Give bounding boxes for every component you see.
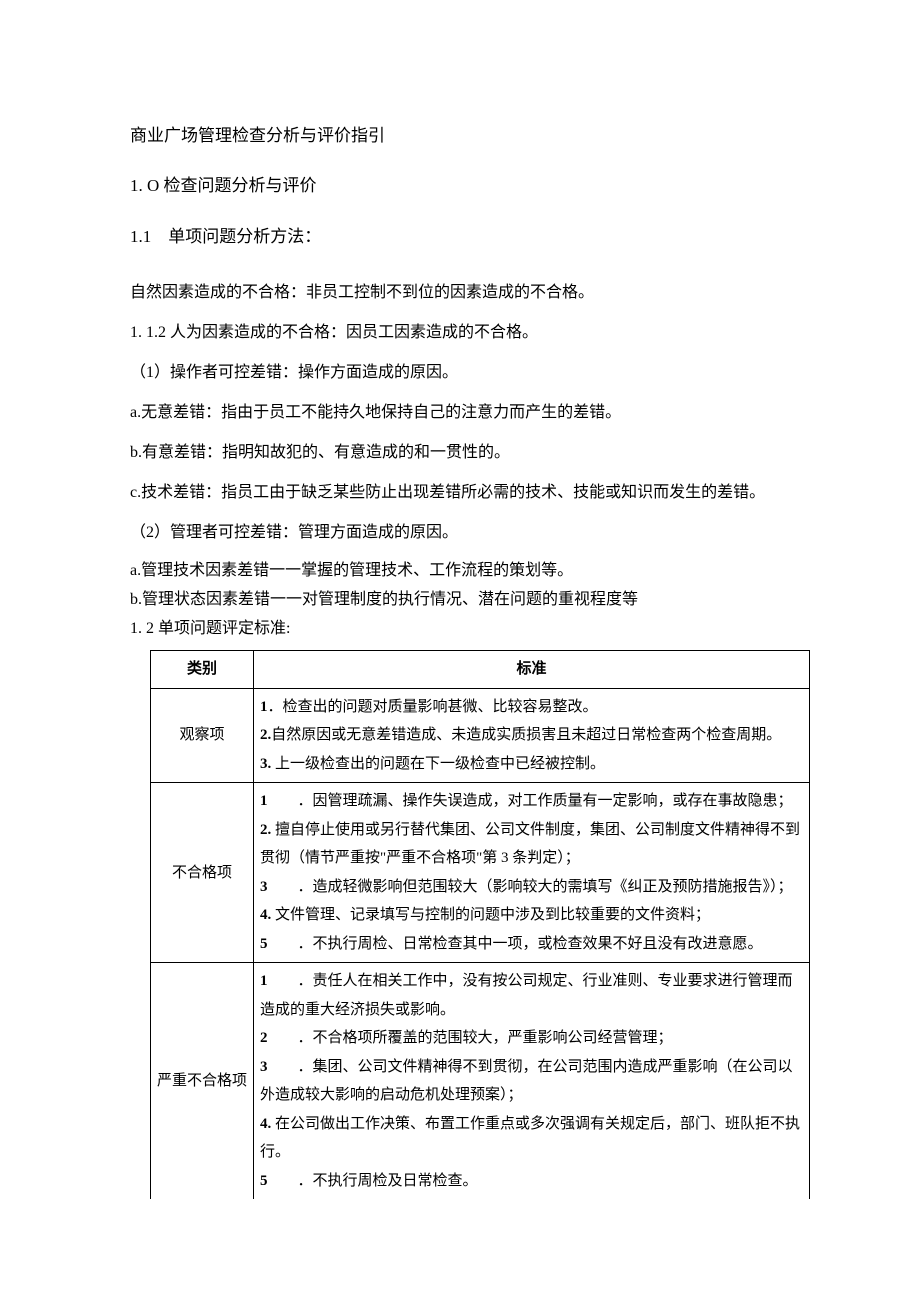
paragraph: b.有意差错：指明知故犯的、有意造成的和一贯性的。: [130, 437, 800, 469]
paragraph: b.管理状态因素差错一一对管理制度的执行情况、潜在问题的重视程度等: [130, 586, 800, 613]
table-row: 严重不合格项 1 ．责任人在相关工作中，没有按公司规定、行业准则、专业要求进行管…: [151, 963, 810, 1200]
paragraph: a.管理技术因素差错一一掌握的管理技术、工作流程的策划等。: [130, 557, 800, 584]
standard-cell: 1 ．因管理疏漏、操作失误造成，对工作质量有一定影响，或存在事故隐患； 2. 擅…: [254, 783, 810, 963]
section-1: 1. O 检查问题分析与评价: [130, 170, 800, 202]
table-row: 不合格项 1 ．因管理疏漏、操作失误造成，对工作质量有一定影响，或存在事故隐患；…: [151, 783, 810, 963]
category-cell: 观察项: [151, 688, 254, 783]
criteria-table: 类别 标准 观察项 1．检查出的问题对质量影响甚微、比较容易整改。 2.自然原因…: [150, 650, 810, 1199]
paragraph: 1. 2 单项问题评定标准:: [130, 615, 800, 642]
doc-title: 商业广场管理检查分析与评价指引: [130, 120, 800, 152]
paragraph: （1）操作者可控差错：操作方面造成的原因。: [130, 357, 800, 389]
category-cell: 严重不合格项: [151, 963, 254, 1200]
section-1-1: 1.1 单项问题分析方法：: [130, 221, 800, 253]
paragraph: a.无意差错：指由于员工不能持久地保持自己的注意力而产生的差错。: [130, 397, 800, 429]
paragraph: c.技术差错：指员工由于缺乏某些防止出现差错所必需的技术、技能或知识而发生的差错…: [130, 477, 800, 509]
paragraph: （2）管理者可控差错：管理方面造成的原因。: [130, 517, 800, 549]
category-cell: 不合格项: [151, 783, 254, 963]
paragraph: 1. 1.2 人为因素造成的不合格：因员工因素造成的不合格。: [130, 317, 800, 349]
paragraph: 自然因素造成的不合格：非员工控制不到位的因素造成的不合格。: [130, 277, 800, 309]
standard-cell: 1．检查出的问题对质量影响甚微、比较容易整改。 2.自然原因或无意差错造成、未造…: [254, 688, 810, 783]
header-standard: 标准: [254, 651, 810, 689]
table-row: 观察项 1．检查出的问题对质量影响甚微、比较容易整改。 2.自然原因或无意差错造…: [151, 688, 810, 783]
document-page: 商业广场管理检查分析与评价指引 1. O 检查问题分析与评价 1.1 单项问题分…: [0, 0, 920, 1259]
table-header-row: 类别 标准: [151, 651, 810, 689]
standard-cell: 1 ．责任人在相关工作中，没有按公司规定、行业准则、专业要求进行管理而造成的重大…: [254, 963, 810, 1200]
header-category: 类别: [151, 651, 254, 689]
